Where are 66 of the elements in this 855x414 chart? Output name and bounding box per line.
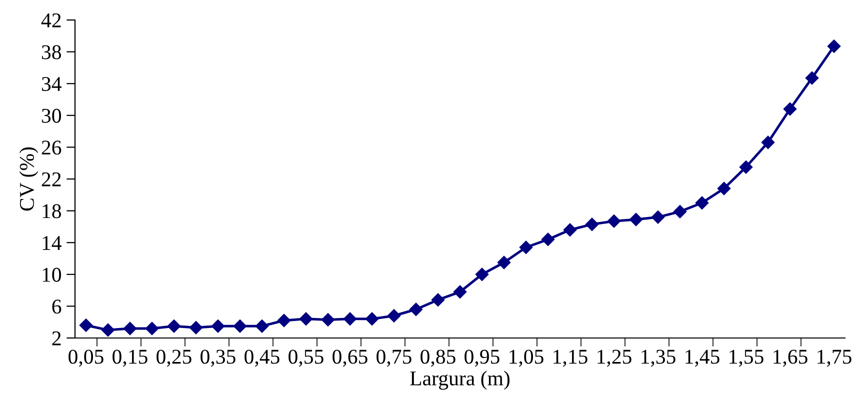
point (365, 312, 379, 326)
point (145, 322, 159, 336)
y-tick-label: 42 (41, 13, 61, 28)
point (101, 323, 115, 337)
point (167, 319, 181, 333)
x-tick-label: 0,85 (420, 350, 456, 367)
x-tick-label: 1,25 (598, 350, 632, 367)
point (497, 256, 511, 270)
point (299, 312, 313, 326)
x-tick-label: 0,05 (68, 350, 104, 367)
x-tick-label: 0,15 (112, 350, 148, 367)
y-axis-title: CV (%) (19, 147, 38, 211)
x-tick-label: 0,95 (464, 350, 500, 367)
y-tick-label: 6 (52, 300, 62, 314)
point (321, 313, 335, 326)
point (585, 218, 599, 231)
x-tick-label: 1,75 (818, 350, 852, 367)
point (783, 102, 797, 116)
y-tick-label: 2 (52, 331, 61, 346)
y-tick-label: 22 (42, 172, 61, 186)
point (827, 40, 841, 53)
point (277, 314, 291, 328)
point (805, 71, 819, 85)
y-tick-label: 34 (42, 77, 62, 92)
point (475, 268, 489, 281)
point (651, 210, 665, 224)
point (123, 322, 137, 336)
y-tick-label: 30 (42, 108, 62, 123)
y-tick-label: 10 (42, 268, 62, 282)
x-tick-label: 1,35 (642, 350, 676, 367)
point (431, 293, 445, 306)
y-tick-label: 38 (42, 45, 62, 60)
y-tick-label: 14 (42, 236, 62, 250)
point (255, 319, 269, 333)
point (79, 318, 93, 332)
y-tick-label: 18 (42, 204, 62, 218)
y-tick-label: 26 (42, 140, 62, 155)
x-tick-label: 1,65 (774, 350, 808, 367)
x-tick-label: 0,55 (288, 350, 324, 367)
x-tick-label: 0,45 (244, 350, 280, 367)
x-tick-label: 1,45 (686, 350, 720, 367)
point (761, 136, 775, 150)
point (563, 223, 577, 236)
point (343, 312, 357, 326)
x-tick-label: 0,75 (376, 350, 412, 367)
point (189, 321, 203, 334)
x-tick-label: 1,05 (510, 350, 544, 367)
point (607, 214, 621, 228)
point (739, 160, 753, 174)
point (695, 196, 709, 210)
point (211, 319, 225, 333)
point (519, 240, 533, 254)
point (387, 309, 401, 322)
x-tick-label: 0,25 (156, 350, 192, 367)
x-tick-label: 1,15 (554, 350, 588, 367)
point (541, 232, 555, 246)
point (717, 182, 731, 196)
point (409, 302, 423, 316)
point (629, 212, 643, 226)
point (233, 319, 247, 333)
point (673, 205, 687, 218)
x-tick-label: 1,55 (730, 350, 764, 367)
x-tick-label: 0,35 (200, 350, 236, 367)
x-tick-label: 0,65 (332, 350, 368, 367)
x-axis-title: Largura (m) (410, 370, 510, 390)
point (453, 285, 467, 298)
